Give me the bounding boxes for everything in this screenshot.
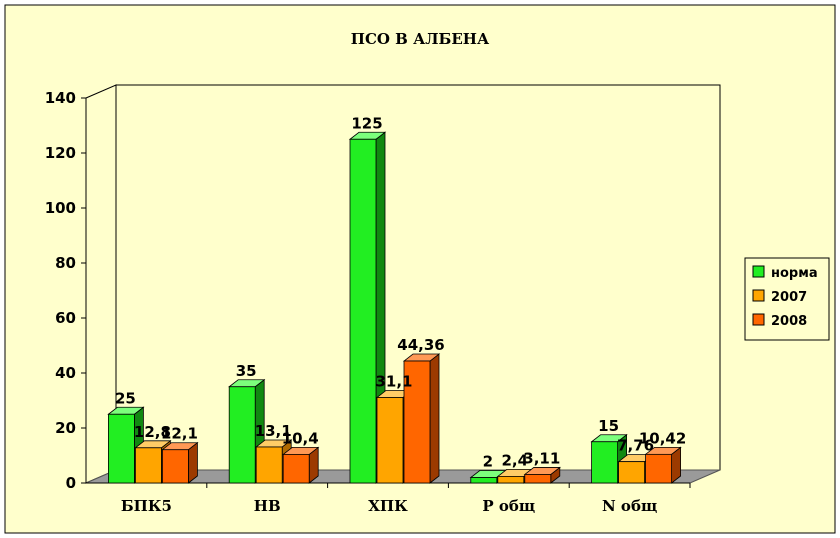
data-labels: 25 12,812,1 35 13,110,4 125 31,1 44,36 2 2,43,11… xyxy=(115,114,686,470)
data-label: 13,1 xyxy=(255,422,292,440)
bar-front xyxy=(134,447,162,484)
bar-front xyxy=(403,360,431,484)
bar xyxy=(282,446,320,484)
data-label: 15 xyxy=(598,417,619,435)
data-label: 2,4 xyxy=(502,451,529,469)
data-label: 12,1 xyxy=(161,425,198,443)
bar-side xyxy=(429,353,440,484)
y-tick-label: 60 xyxy=(55,309,76,327)
bar-front xyxy=(161,449,189,484)
bar-front xyxy=(645,453,672,484)
bar-front xyxy=(591,441,618,484)
x-tick-label: БПК5 xyxy=(121,497,172,515)
bars xyxy=(107,131,682,484)
data-label: 10,42 xyxy=(639,429,686,447)
bar-front xyxy=(470,477,498,484)
legend-label: 2008 xyxy=(771,314,807,329)
bar xyxy=(644,446,682,484)
x-tick-label: N общ xyxy=(602,497,657,515)
data-label: 7,76 xyxy=(617,437,654,455)
x-tick-label: НВ xyxy=(254,497,281,515)
bar-front xyxy=(349,138,377,484)
legend-label: 2007 xyxy=(771,290,807,305)
bar-front xyxy=(524,474,552,484)
data-label: 125 xyxy=(351,114,382,132)
data-label: 25 xyxy=(115,389,136,407)
data-label: 35 xyxy=(236,362,257,380)
legend-swatch xyxy=(752,265,765,278)
bar-front xyxy=(497,475,525,484)
bar xyxy=(348,131,387,484)
bar-front xyxy=(282,453,310,484)
bar-front xyxy=(255,446,283,484)
legend-swatch xyxy=(752,289,765,302)
bar xyxy=(523,466,561,484)
y-tick-label: 120 xyxy=(45,144,76,162)
x-tick-label: Р общ xyxy=(482,497,535,515)
bar xyxy=(161,441,199,484)
chart-title: ПСО В АЛБЕНА xyxy=(351,30,490,48)
data-label: 12,8 xyxy=(134,423,171,441)
bar-front xyxy=(618,461,645,484)
data-label: 44,36 xyxy=(397,336,444,354)
data-label: 31,1 xyxy=(375,372,412,390)
legend-label: норма xyxy=(771,266,818,281)
data-label: 3,11 xyxy=(523,449,560,467)
bar-front xyxy=(376,397,404,484)
y-tick-label: 140 xyxy=(45,89,76,107)
data-label: 2 xyxy=(483,453,493,471)
y-tick-label: 80 xyxy=(55,254,76,272)
bar-front xyxy=(108,413,135,484)
x-tick-label: ХПК xyxy=(368,497,408,515)
y-tick-label: 40 xyxy=(55,364,76,382)
bar xyxy=(402,353,441,484)
y-tick-label: 0 xyxy=(66,474,76,492)
bar-front xyxy=(228,386,256,484)
y-tick-label: 100 xyxy=(45,199,76,217)
legend: норма 2007 2008 xyxy=(744,257,830,341)
y-tick-label: 20 xyxy=(55,419,76,437)
data-label: 10,4 xyxy=(282,429,319,447)
legend-swatch xyxy=(752,313,765,326)
